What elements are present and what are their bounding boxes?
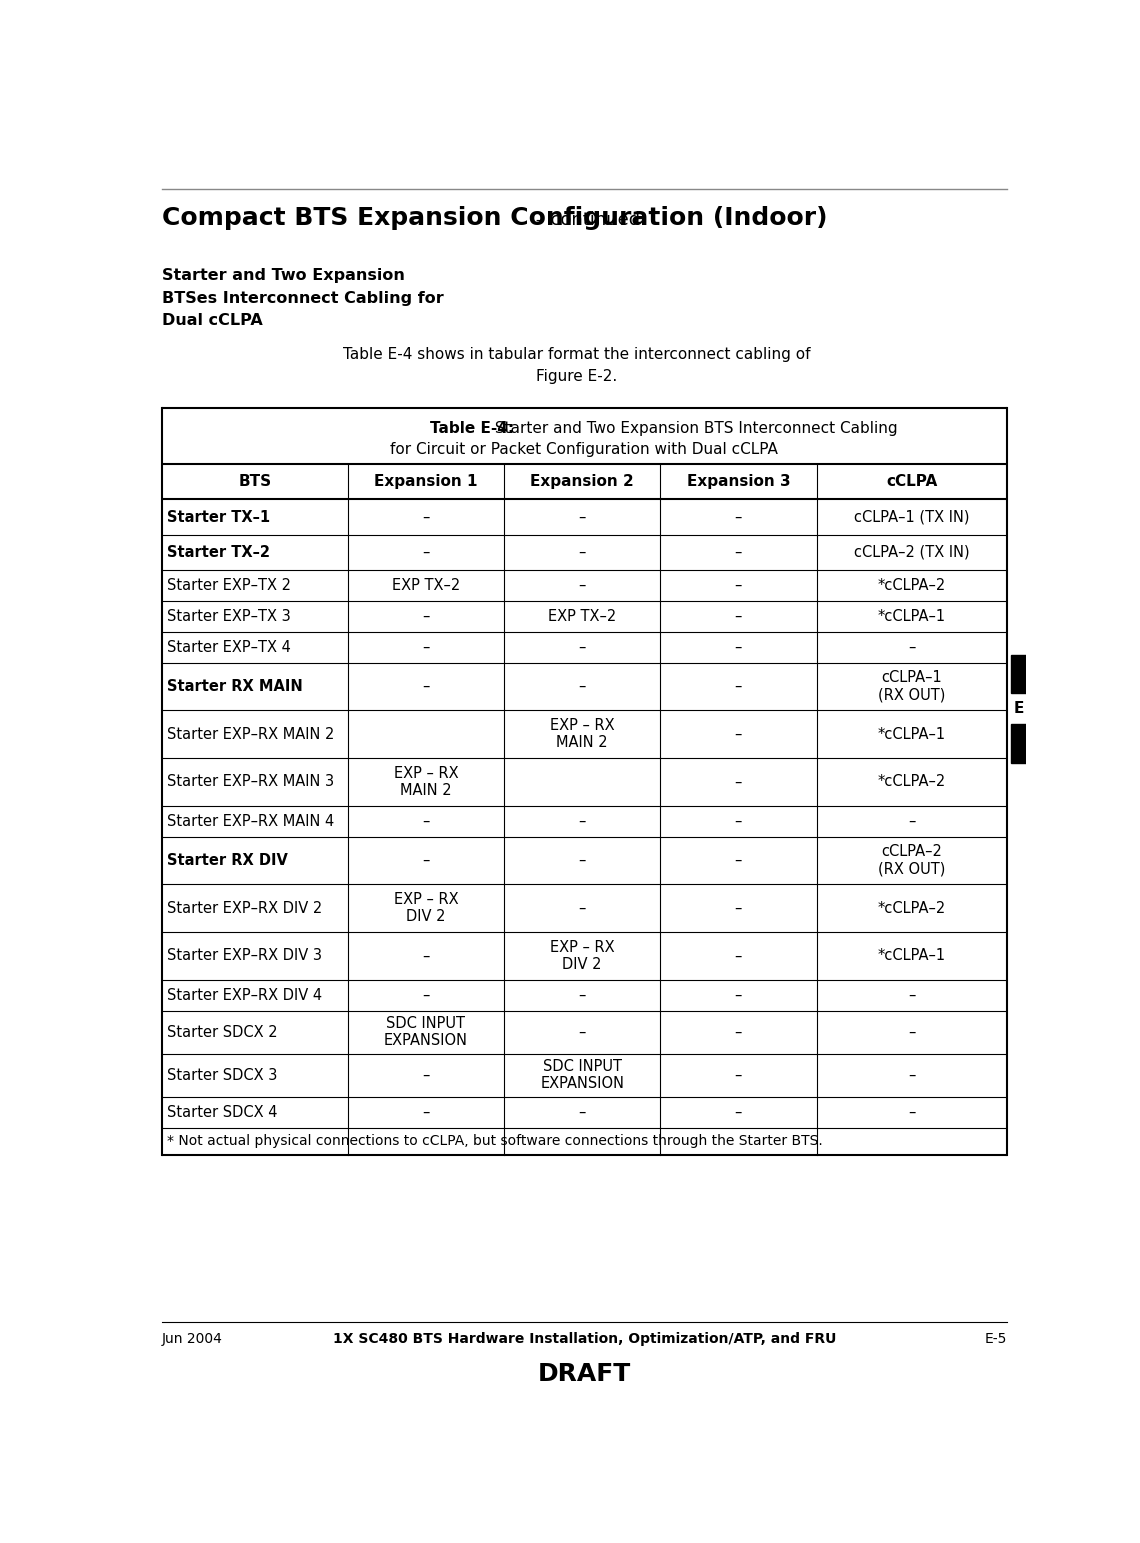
Text: –: – — [907, 1025, 915, 1040]
Text: Expansion 2: Expansion 2 — [530, 474, 634, 489]
Text: –: – — [734, 813, 742, 829]
Text: –: – — [578, 1025, 586, 1040]
Text: EXP – RX
DIV 2: EXP – RX DIV 2 — [393, 892, 458, 924]
Text: Starter EXP–RX MAIN 3: Starter EXP–RX MAIN 3 — [168, 775, 334, 790]
Text: –: – — [578, 679, 586, 694]
Text: EXP – RX
MAIN 2: EXP – RX MAIN 2 — [393, 765, 458, 798]
Text: Expansion 3: Expansion 3 — [686, 474, 790, 489]
Text: *cCLPA–1: *cCLPA–1 — [878, 727, 946, 742]
Text: –: – — [734, 640, 742, 654]
Text: –: – — [734, 775, 742, 790]
Text: Starter and Two Expansion BTS Interconnect Cabling: Starter and Two Expansion BTS Interconne… — [490, 421, 897, 435]
Text: Starter RX MAIN: Starter RX MAIN — [168, 679, 303, 694]
Text: Starter EXP–RX DIV 3: Starter EXP–RX DIV 3 — [168, 949, 323, 963]
Text: –: – — [734, 609, 742, 623]
Text: BTS: BTS — [238, 474, 271, 489]
Text: –: – — [734, 1025, 742, 1040]
Text: –: – — [578, 853, 586, 869]
Text: cCLPA: cCLPA — [886, 474, 937, 489]
Text: for Circuit or Packet Configuration with Dual cCLPA: for Circuit or Packet Configuration with… — [390, 443, 779, 457]
Text: cCLPA–2
(RX OUT): cCLPA–2 (RX OUT) — [878, 844, 945, 876]
Text: SDC INPUT
EXPANSION: SDC INPUT EXPANSION — [384, 1015, 467, 1048]
Text: –: – — [734, 1068, 742, 1083]
Text: –: – — [578, 579, 586, 593]
Text: –: – — [578, 1105, 586, 1120]
Text: cCLPA–2 (TX IN): cCLPA–2 (TX IN) — [854, 545, 969, 560]
Text: –: – — [422, 509, 430, 525]
Text: EXP TX–2: EXP TX–2 — [392, 579, 459, 593]
Text: 1X SC480 BTS Hardware Installation, Optimization/ATP, and FRU: 1X SC480 BTS Hardware Installation, Opti… — [333, 1333, 836, 1347]
Text: Starter and Two Expansion
BTSes Interconnect Cabling for
Dual cCLPA: Starter and Two Expansion BTSes Intercon… — [162, 268, 443, 327]
Text: –: – — [734, 853, 742, 869]
Text: – continued: – continued — [530, 211, 641, 230]
Text: DRAFT: DRAFT — [538, 1362, 630, 1386]
Text: –: – — [422, 988, 430, 1003]
Text: –: – — [907, 1105, 915, 1120]
Text: –: – — [734, 509, 742, 525]
Text: EXP TX–2: EXP TX–2 — [548, 609, 617, 623]
Text: –: – — [422, 853, 430, 869]
Text: Starter SDCX 3: Starter SDCX 3 — [168, 1068, 278, 1083]
Text: –: – — [907, 1068, 915, 1083]
Text: Starter RX DIV: Starter RX DIV — [168, 853, 288, 869]
Text: –: – — [734, 545, 742, 560]
Text: –: – — [734, 988, 742, 1003]
Text: –: – — [907, 640, 915, 654]
Bar — [1010, 654, 1027, 693]
Text: –: – — [578, 509, 586, 525]
Text: –: – — [422, 1068, 430, 1083]
Text: –: – — [422, 679, 430, 694]
Text: EXP – RX
DIV 2: EXP – RX DIV 2 — [549, 940, 614, 972]
Text: –: – — [578, 901, 586, 915]
Text: Starter SDCX 2: Starter SDCX 2 — [168, 1025, 278, 1040]
Text: –: – — [578, 640, 586, 654]
Text: –: – — [734, 1105, 742, 1120]
Text: Starter SDCX 4: Starter SDCX 4 — [168, 1105, 278, 1120]
Text: Starter TX–2: Starter TX–2 — [168, 545, 270, 560]
Text: * Not actual physical connections to cCLPA, but software connections through the: * Not actual physical connections to cCL… — [168, 1134, 823, 1148]
Bar — [1010, 724, 1027, 762]
Text: –: – — [734, 679, 742, 694]
Text: *cCLPA–2: *cCLPA–2 — [878, 775, 946, 790]
Text: E: E — [1013, 701, 1024, 716]
Text: Compact BTS Expansion Configuration (Indoor): Compact BTS Expansion Configuration (Ind… — [162, 207, 828, 230]
Text: Starter EXP–TX 4: Starter EXP–TX 4 — [168, 640, 291, 654]
Text: –: – — [734, 727, 742, 742]
Text: Starter EXP–RX MAIN 4: Starter EXP–RX MAIN 4 — [168, 813, 334, 829]
Text: *cCLPA–2: *cCLPA–2 — [878, 901, 946, 915]
Text: –: – — [578, 545, 586, 560]
Text: –: – — [422, 949, 430, 963]
Text: cCLPA–1
(RX OUT): cCLPA–1 (RX OUT) — [878, 670, 945, 702]
Text: Starter EXP–RX DIV 2: Starter EXP–RX DIV 2 — [168, 901, 323, 915]
Text: –: – — [422, 640, 430, 654]
Text: –: – — [734, 949, 742, 963]
Text: SDC INPUT
EXPANSION: SDC INPUT EXPANSION — [540, 1058, 624, 1091]
Text: Starter TX–1: Starter TX–1 — [168, 509, 270, 525]
Text: Starter EXP–RX DIV 4: Starter EXP–RX DIV 4 — [168, 988, 323, 1003]
Text: –: – — [907, 813, 915, 829]
Text: Table E-4 shows in tabular format the interconnect cabling of
Figure E-2.: Table E-4 shows in tabular format the in… — [343, 347, 811, 384]
Text: –: – — [422, 609, 430, 623]
Text: –: – — [734, 901, 742, 915]
Text: –: – — [422, 545, 430, 560]
Text: –: – — [422, 1105, 430, 1120]
Text: –: – — [578, 988, 586, 1003]
Text: E-5: E-5 — [984, 1333, 1007, 1347]
Text: Starter EXP–TX 3: Starter EXP–TX 3 — [168, 609, 291, 623]
Text: –: – — [734, 579, 742, 593]
Text: EXP – RX
MAIN 2: EXP – RX MAIN 2 — [549, 717, 614, 750]
Text: *cCLPA–2: *cCLPA–2 — [878, 579, 946, 593]
Text: *cCLPA–1: *cCLPA–1 — [878, 949, 946, 963]
Text: Table E-4:: Table E-4: — [430, 421, 514, 435]
Text: Expansion 1: Expansion 1 — [374, 474, 478, 489]
Text: cCLPA–1 (TX IN): cCLPA–1 (TX IN) — [854, 509, 969, 525]
Text: Starter EXP–TX 2: Starter EXP–TX 2 — [168, 579, 292, 593]
Text: –: – — [907, 988, 915, 1003]
Text: Starter EXP–RX MAIN 2: Starter EXP–RX MAIN 2 — [168, 727, 335, 742]
Text: *cCLPA–1: *cCLPA–1 — [878, 609, 946, 623]
Text: –: – — [578, 813, 586, 829]
Text: –: – — [422, 813, 430, 829]
Text: Jun 2004: Jun 2004 — [162, 1333, 222, 1347]
